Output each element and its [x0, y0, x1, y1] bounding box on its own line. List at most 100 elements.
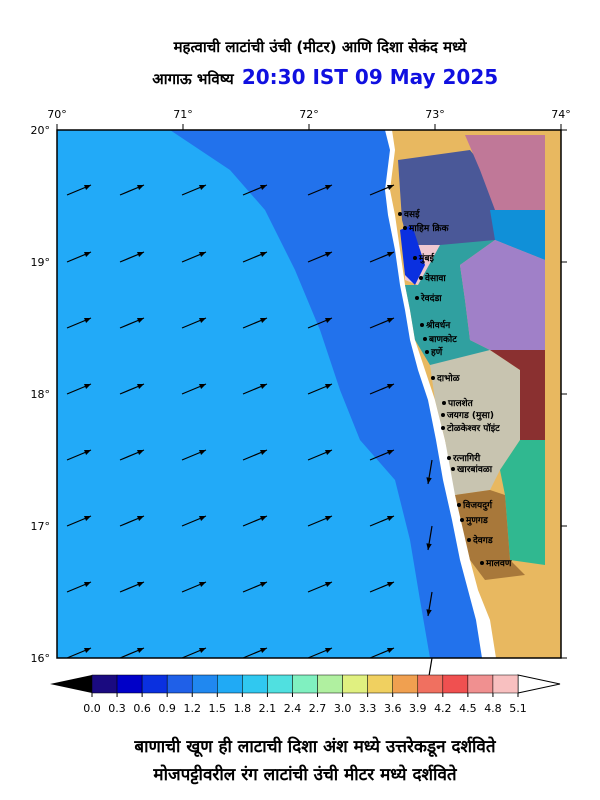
- place-dot: [413, 256, 417, 260]
- district: [460, 240, 545, 350]
- arrow-head: [199, 251, 206, 257]
- colorbar-segment: [191, 674, 218, 694]
- place-label: विजयदुर्ग: [462, 499, 493, 511]
- bay: [400, 225, 425, 285]
- place-label: जयगड (मुसा): [446, 411, 494, 421]
- arrow-head: [260, 449, 267, 455]
- place-label: दाभोळ: [436, 372, 461, 384]
- place-dot: [467, 538, 471, 542]
- subtitle: आगाऊ भविष्य: [152, 70, 235, 88]
- place-label: श्रीवर्धन: [425, 319, 451, 331]
- colorbar-label: 5.1: [509, 702, 527, 715]
- arrow-head: [325, 317, 332, 323]
- district: [405, 240, 495, 365]
- place-dot: [451, 467, 455, 471]
- colorbar-segment: [116, 674, 143, 694]
- arrow-head: [325, 647, 332, 653]
- place-label: माहिम क्रिक: [408, 222, 450, 234]
- arrow-head: [387, 317, 394, 323]
- place-dot: [480, 561, 484, 565]
- arrow-head: [260, 251, 267, 257]
- place-dot: [441, 426, 445, 430]
- arrow-head: [137, 449, 144, 455]
- place-label: मालवण: [485, 559, 512, 569]
- arrow-head: [199, 317, 206, 323]
- lat-label: 19°: [31, 256, 51, 269]
- arrow-head: [325, 581, 332, 587]
- arrow-head: [84, 581, 91, 587]
- arrow-head: [199, 449, 206, 455]
- colorbar-min: [50, 675, 92, 693]
- district: [490, 350, 545, 440]
- footer: मोजपट्टीवरील रंग लाटांची उंची मीटर मध्ये…: [152, 764, 457, 785]
- colorbar-label: 2.1: [259, 702, 277, 715]
- arrow-head: [137, 581, 144, 587]
- district: [398, 150, 500, 250]
- place-dot: [398, 212, 402, 216]
- district: [490, 210, 545, 260]
- arrow-head: [137, 251, 144, 257]
- colorbar-segment: [367, 674, 393, 694]
- place-label: पालशेत: [447, 397, 474, 409]
- colorbar-segment: [91, 674, 118, 694]
- arrow-head: [325, 184, 332, 190]
- arrow-head: [137, 383, 144, 389]
- place-label: खारबांवळा: [456, 464, 493, 475]
- lat-label: 20°: [31, 124, 51, 137]
- place-label: मुंबई: [418, 252, 435, 264]
- colorbar-label: 0.3: [108, 702, 126, 715]
- arrow-head: [387, 647, 394, 653]
- arrow-head: [325, 383, 332, 389]
- place-dot: [442, 401, 446, 405]
- colorbar-label: 3.3: [359, 702, 377, 715]
- colorbar-label: 3.6: [384, 702, 402, 715]
- arrow-head: [387, 581, 394, 587]
- place-dot: [457, 503, 461, 507]
- lat-label: 18°: [31, 388, 51, 401]
- colorbar-segment: [467, 674, 494, 694]
- colorbar-segment: [392, 674, 419, 694]
- district: [430, 350, 520, 495]
- title: महत्वाची लाटांची उंची (मीटर) आणि दिशा से…: [173, 38, 468, 56]
- arrow-head: [260, 317, 267, 323]
- colorbar-label: 1.5: [209, 702, 227, 715]
- arrow-head: [260, 647, 267, 653]
- place-dot: [423, 337, 427, 341]
- arrow-head: [137, 515, 144, 521]
- colorbar-segment: [442, 674, 469, 694]
- district: [455, 490, 525, 580]
- arrow-head: [325, 515, 332, 521]
- arrow-head: [260, 581, 267, 587]
- place-label: वेसावा: [424, 272, 446, 284]
- place-dot: [441, 413, 445, 417]
- arrow-head: [426, 543, 432, 550]
- place-dot: [425, 350, 429, 354]
- arrow-head: [199, 184, 206, 190]
- colorbar-label: 1.8: [234, 702, 252, 715]
- colorbar-segment: [267, 674, 293, 694]
- colorbar-segment: [292, 674, 318, 694]
- place-dot: [431, 376, 435, 380]
- arrow-head: [84, 184, 91, 190]
- place-label: हर्णे: [430, 346, 443, 358]
- arrow-head: [84, 515, 91, 521]
- arrow-head: [325, 251, 332, 257]
- district: [465, 135, 545, 210]
- arrow-head: [84, 383, 91, 389]
- colorbar-max: [517, 674, 561, 694]
- colorbar-label: 4.8: [484, 702, 502, 715]
- arrow-head: [426, 477, 432, 484]
- arrow-head: [84, 317, 91, 323]
- arrow-head: [387, 515, 394, 521]
- colorbar-segment: [492, 674, 519, 694]
- lon-label: 70°: [47, 108, 67, 121]
- arrow-head: [387, 449, 394, 455]
- place-dot: [420, 323, 424, 327]
- arrow-head: [325, 449, 332, 455]
- colorbar-label: 2.4: [284, 702, 302, 715]
- place-label: रत्नागिरी: [452, 452, 481, 464]
- colorbar-label: 1.2: [183, 702, 201, 715]
- arrow-head: [84, 251, 91, 257]
- arrow-head: [137, 184, 144, 190]
